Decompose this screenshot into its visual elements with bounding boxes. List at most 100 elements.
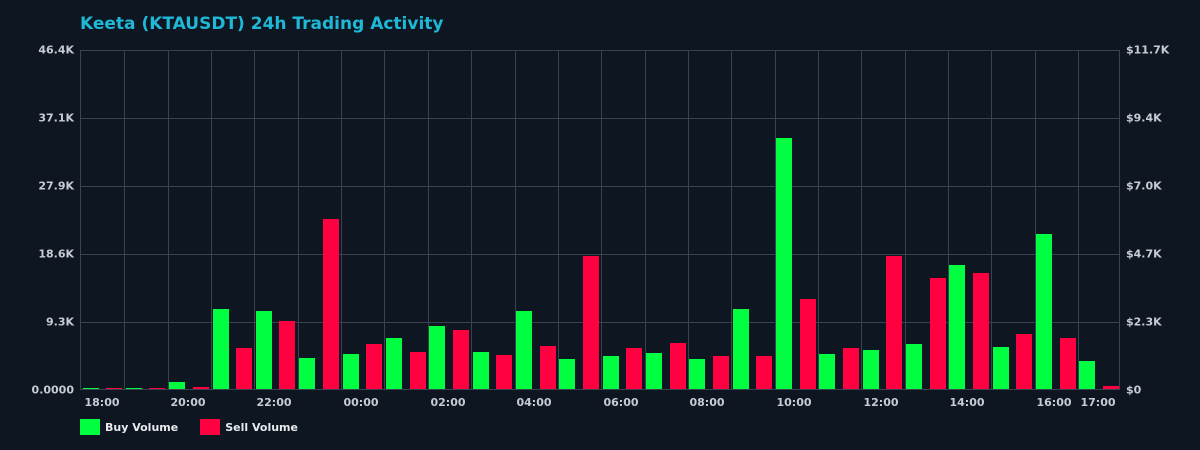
buy-swatch-icon (80, 419, 100, 435)
buy-volume-bar[interactable] (1079, 361, 1095, 389)
sell-volume-bar[interactable] (886, 256, 902, 389)
x-tick-label: 18:00 (84, 396, 120, 409)
sell-volume-bar[interactable] (1103, 386, 1119, 389)
v-gridline (384, 50, 385, 389)
buy-volume-bar[interactable] (343, 354, 359, 389)
y-tick-right: $2.3K (1126, 315, 1162, 329)
buy-volume-bar[interactable] (646, 353, 662, 389)
sell-volume-bar[interactable] (323, 219, 339, 389)
legend-item-buy[interactable]: Buy Volume (80, 419, 178, 435)
buy-volume-bar[interactable] (776, 138, 792, 389)
y-tick-right: $11.7K (1126, 43, 1170, 57)
buy-volume-bar[interactable] (559, 359, 575, 389)
v-gridline (645, 50, 646, 389)
v-gridline (341, 50, 342, 389)
buy-volume-bar[interactable] (819, 354, 835, 389)
buy-volume-bar[interactable] (299, 358, 315, 389)
buy-volume-bar[interactable] (603, 356, 619, 389)
sell-volume-bar[interactable] (583, 256, 599, 389)
h-gridline (81, 118, 1119, 119)
y-tick-right: $7.0K (1126, 179, 1162, 193)
v-gridline (168, 50, 169, 389)
legend-label-buy: Buy Volume (105, 420, 179, 434)
buy-volume-bar[interactable] (83, 388, 99, 389)
buy-volume-bar[interactable] (733, 309, 749, 389)
sell-volume-bar[interactable] (626, 348, 642, 389)
y-tick-left: 0.0000 (31, 383, 74, 397)
legend-item-sell[interactable]: Sell Volume (200, 419, 298, 435)
v-gridline (775, 50, 776, 389)
sell-volume-bar[interactable] (193, 387, 209, 389)
x-tick-label: 20:00 (170, 396, 206, 409)
sell-volume-bar[interactable] (756, 356, 772, 389)
sell-volume-bar[interactable] (973, 273, 989, 389)
v-gridline (905, 50, 906, 389)
buy-volume-bar[interactable] (516, 311, 532, 389)
sell-volume-bar[interactable] (279, 321, 295, 389)
sell-volume-bar[interactable] (236, 348, 252, 389)
x-tick-label: 04:00 (516, 396, 552, 409)
y-tick-right: $4.7K (1126, 247, 1162, 261)
y-tick-left: 27.9K (38, 179, 74, 193)
v-gridline (1078, 50, 1079, 389)
buy-volume-bar[interactable] (473, 352, 489, 389)
y-tick-right: $9.4K (1126, 111, 1162, 125)
v-gridline (601, 50, 602, 389)
h-gridline (81, 50, 1119, 51)
x-tick-label: 00:00 (343, 396, 379, 409)
x-tick-label: 06:00 (603, 396, 639, 409)
buy-volume-bar[interactable] (689, 359, 705, 389)
sell-volume-bar[interactable] (930, 278, 946, 389)
buy-volume-bar[interactable] (1036, 234, 1052, 389)
v-gridline (254, 50, 255, 389)
buy-volume-bar[interactable] (386, 338, 402, 389)
x-tick-label: 22:00 (256, 396, 292, 409)
buy-volume-bar[interactable] (169, 382, 185, 389)
y-tick-left: 9.3K (45, 315, 74, 329)
v-gridline (211, 50, 212, 389)
v-gridline (861, 50, 862, 389)
buy-volume-bar[interactable] (863, 350, 879, 389)
buy-volume-bar[interactable] (256, 311, 272, 389)
sell-volume-bar[interactable] (106, 388, 122, 389)
h-gridline (81, 254, 1119, 255)
sell-volume-bar[interactable] (1060, 338, 1076, 389)
v-gridline (298, 50, 299, 389)
chart-title: Keeta (KTAUSDT) 24h Trading Activity (80, 14, 444, 34)
sell-volume-bar[interactable] (843, 348, 859, 389)
sell-volume-bar[interactable] (540, 346, 556, 389)
legend-label-sell: Sell Volume (225, 420, 298, 434)
sell-volume-bar[interactable] (1016, 334, 1032, 389)
buy-volume-bar[interactable] (993, 347, 1009, 389)
y-tick-right: $0 (1126, 383, 1142, 397)
v-gridline (428, 50, 429, 389)
sell-volume-bar[interactable] (366, 344, 382, 389)
y-tick-left: 18.6K (38, 247, 74, 261)
sell-swatch-icon (200, 419, 221, 435)
sell-volume-bar[interactable] (496, 355, 512, 389)
x-tick-label: 08:00 (689, 396, 725, 409)
buy-volume-bar[interactable] (213, 309, 229, 389)
sell-volume-bar[interactable] (453, 330, 469, 389)
sell-volume-bar[interactable] (800, 299, 816, 389)
sell-volume-bar[interactable] (149, 388, 165, 389)
x-tick-label: 14:00 (949, 396, 985, 409)
buy-volume-bar[interactable] (126, 388, 142, 389)
v-gridline (515, 50, 516, 389)
x-tick-label: 16:00 (1036, 396, 1072, 409)
x-tick-label: 10:00 (776, 396, 812, 409)
sell-volume-bar[interactable] (670, 343, 686, 389)
buy-volume-bar[interactable] (429, 326, 445, 389)
sell-volume-bar[interactable] (713, 356, 729, 389)
sell-volume-bar[interactable] (410, 352, 426, 389)
v-gridline (1035, 50, 1036, 389)
v-gridline (124, 50, 125, 389)
v-gridline (948, 50, 949, 389)
v-gridline (688, 50, 689, 389)
x-tick-label: 02:00 (430, 396, 466, 409)
v-gridline (558, 50, 559, 389)
plot-area (80, 50, 1120, 390)
y-tick-left: 46.4K (38, 43, 74, 57)
buy-volume-bar[interactable] (906, 344, 922, 389)
buy-volume-bar[interactable] (949, 265, 965, 389)
